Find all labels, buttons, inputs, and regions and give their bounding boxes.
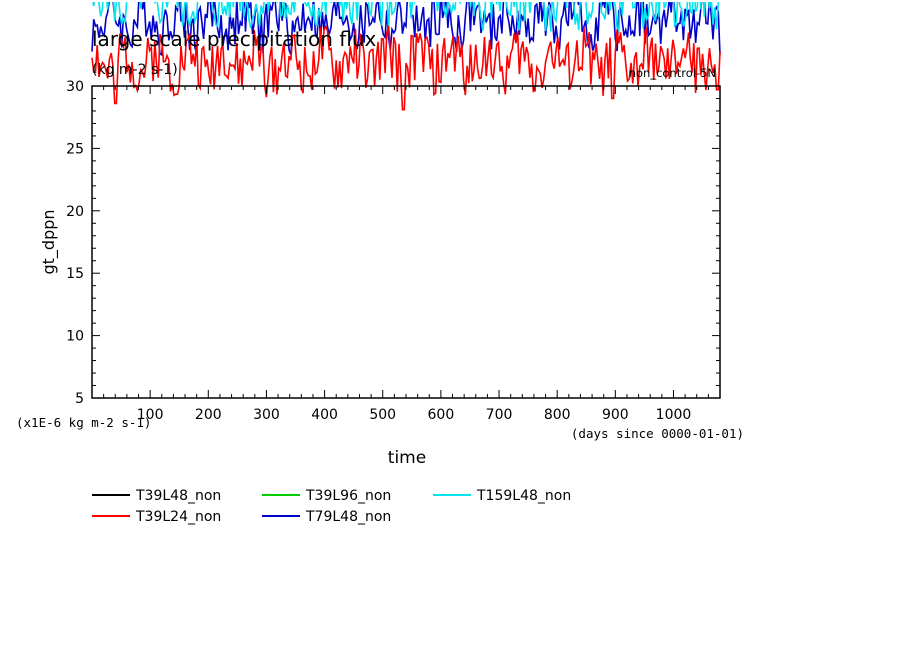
x-tick-label: 700 xyxy=(486,407,513,423)
y-tick-labels: 5 10 15 20 25 30 xyxy=(66,79,84,407)
x-tick-label: 400 xyxy=(311,407,338,423)
x-tick-label: 100 xyxy=(137,407,164,423)
x-tick-label: 300 xyxy=(253,407,280,423)
y-axis-label: gt_dppn xyxy=(39,209,59,274)
y-tick-label: 5 xyxy=(75,391,84,407)
y-tick-label: 10 xyxy=(66,329,84,345)
legend-label: T39L96_non xyxy=(305,488,391,504)
legend-label: T39L48_non xyxy=(135,488,221,504)
y-tick-label: 30 xyxy=(66,79,84,95)
series-line-T159L48_non xyxy=(92,0,720,34)
y-axis-units: (x1E-6 kg m-2 s-1) xyxy=(16,415,151,430)
x-tick-label: 600 xyxy=(428,407,455,423)
y-tick-label: 20 xyxy=(66,204,84,220)
mask xyxy=(0,0,904,2)
x-tick-label: 500 xyxy=(369,407,396,423)
x-tick-label: 1000 xyxy=(656,407,692,423)
series-layer xyxy=(91,0,721,111)
x-tick-label: 900 xyxy=(602,407,629,423)
legend: T39L48_non T39L24_non T39L96_non T79L48_non… xyxy=(92,488,571,525)
y-tick-label: 15 xyxy=(66,266,84,282)
legend-label: T159L48_non xyxy=(476,488,571,504)
plot-frame xyxy=(91,85,721,399)
x-tick-labels: 100 200 300 400 500 600 700 800 900 1000 xyxy=(137,407,692,423)
x-axis-units: (days since 0000-01-01) xyxy=(571,426,744,441)
run-label: non_control-5N xyxy=(629,66,716,80)
x-tick-label: 800 xyxy=(544,407,571,423)
legend-label: T39L24_non xyxy=(135,509,221,525)
chart-units: (kg m-2 s-1) xyxy=(92,62,178,78)
axis-ticks xyxy=(92,86,720,398)
y-tick-label: 25 xyxy=(66,141,84,157)
legend-label: T79L48_non xyxy=(305,509,391,525)
x-tick-label: 200 xyxy=(195,407,222,423)
chart-title: large scale precipitation flux xyxy=(92,27,377,51)
series-line-T39L24_non xyxy=(91,24,721,111)
x-axis-label: time xyxy=(388,448,426,468)
